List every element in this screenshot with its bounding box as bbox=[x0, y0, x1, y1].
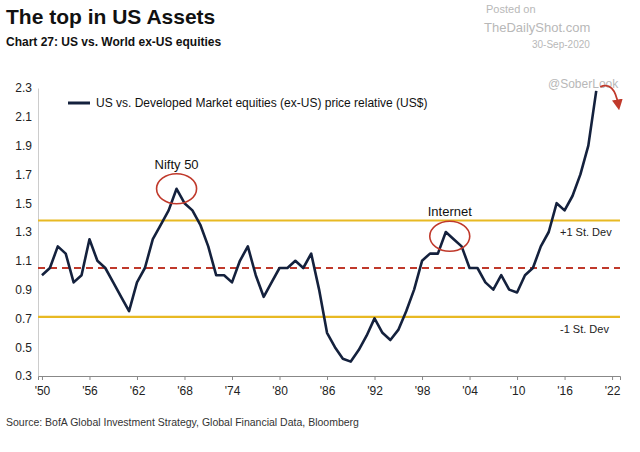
x-tick: '56 bbox=[82, 376, 98, 398]
x-tick: '16 bbox=[557, 376, 573, 398]
x-tick-label: '56 bbox=[82, 384, 98, 398]
annotations: Nifty 50 Internet +1 St. Dev -1 St. Dev bbox=[155, 157, 613, 335]
reference-label: +1 St. Dev bbox=[560, 226, 612, 238]
reference-label: -1 St. Dev bbox=[560, 323, 609, 335]
x-tick: '62 bbox=[130, 376, 146, 398]
x-tick-label: '04 bbox=[462, 384, 478, 398]
x-tick: '80 bbox=[272, 376, 288, 398]
annotation-label: Internet bbox=[428, 204, 472, 219]
x-axis-line bbox=[39, 377, 621, 381]
x-axis: '50 '56 '62 '68 '74 '80 '86 '92 '98 '04 '10 '16 '22 bbox=[35, 376, 621, 398]
x-tick-mark bbox=[184, 376, 185, 380]
x-tick: '22 bbox=[605, 376, 621, 398]
annotation-ellipse bbox=[430, 221, 470, 251]
y-tick-label: 1.1 bbox=[15, 254, 32, 268]
x-tick-label: '16 bbox=[557, 384, 573, 398]
y-tick: 0.3 bbox=[15, 369, 38, 383]
y-tick-label: 0.7 bbox=[15, 312, 32, 326]
x-tick: '50 bbox=[35, 376, 51, 398]
x-tick-mark bbox=[517, 376, 518, 380]
y-tick: 1.1 bbox=[15, 254, 38, 268]
x-tick: '98 bbox=[415, 376, 431, 398]
arrow bbox=[600, 86, 618, 105]
y-tick-label: 0.5 bbox=[15, 341, 32, 355]
x-tick-mark bbox=[280, 376, 281, 380]
reference-line bbox=[38, 219, 620, 221]
x-tick-mark bbox=[137, 376, 138, 380]
source: Source: BofA Global Investment Strategy,… bbox=[6, 416, 359, 428]
y-axis: 0.3 0.5 0.7 0.9 1.1 1.3 1.5 1.7 1.9 2.1 2.3 bbox=[15, 81, 38, 383]
x-tick-label: '80 bbox=[272, 384, 288, 398]
y-tick: 0.7 bbox=[15, 312, 38, 326]
plot-area bbox=[38, 91, 620, 362]
x-tick-mark bbox=[42, 376, 43, 380]
y-tick-label: 0.3 bbox=[15, 369, 32, 383]
x-tick-mark bbox=[470, 376, 471, 380]
watermark: TheDailyShot.com bbox=[484, 20, 590, 35]
x-tick-label: '68 bbox=[177, 384, 193, 398]
x-tick-label: '98 bbox=[415, 384, 431, 398]
watermark: @SoberLook bbox=[548, 77, 619, 91]
x-tick-label: '62 bbox=[130, 384, 146, 398]
x-tick-label: '10 bbox=[510, 384, 526, 398]
y-tick-label: 1.9 bbox=[15, 139, 32, 153]
x-tick-mark bbox=[565, 376, 566, 380]
annotation-ellipse bbox=[157, 174, 197, 204]
x-tick: '86 bbox=[320, 376, 336, 398]
x-tick: '68 bbox=[177, 376, 193, 398]
x-tick-mark bbox=[89, 376, 90, 380]
y-tick-label: 2.3 bbox=[15, 81, 32, 95]
watermark: 30-Sep-2020 bbox=[532, 39, 590, 50]
x-tick-label: '50 bbox=[35, 384, 51, 398]
x-tick-label: '92 bbox=[367, 384, 383, 398]
y-tick-label: 1.7 bbox=[15, 168, 32, 182]
reference-line bbox=[38, 316, 620, 318]
x-tick: '92 bbox=[367, 376, 383, 398]
x-tick: '04 bbox=[462, 376, 478, 398]
legend-swatch bbox=[68, 102, 90, 105]
subtitle: Chart 27: US vs. World ex-US equities bbox=[6, 35, 221, 49]
x-tick-mark bbox=[327, 376, 328, 380]
y-tick-label: 1.5 bbox=[15, 197, 32, 211]
annotation-label: Nifty 50 bbox=[155, 157, 199, 172]
legend-label: US vs. Developed Market equities (ex-US)… bbox=[96, 96, 427, 110]
x-tick-label: '22 bbox=[605, 384, 621, 398]
watermark: Posted on bbox=[486, 3, 536, 15]
chart: The top in US Assets Chart 27: US vs. Wor… bbox=[0, 0, 640, 452]
x-tick-label: '86 bbox=[320, 384, 336, 398]
x-tick: '74 bbox=[225, 376, 241, 398]
x-tick-mark bbox=[375, 376, 376, 380]
y-tick-label: 2.1 bbox=[15, 110, 32, 124]
x-tick-mark bbox=[232, 376, 233, 380]
y-tick: 2.1 bbox=[15, 110, 38, 124]
x-tick-label: '74 bbox=[225, 384, 241, 398]
x-tick: '10 bbox=[510, 376, 526, 398]
x-tick-mark bbox=[422, 376, 423, 380]
series-line bbox=[42, 91, 596, 362]
y-tick: 1.5 bbox=[15, 197, 38, 211]
y-axis-line bbox=[38, 89, 39, 377]
y-tick-label: 0.9 bbox=[15, 283, 32, 297]
y-tick: 2.3 bbox=[15, 81, 38, 95]
y-tick: 1.7 bbox=[15, 168, 38, 182]
title: The top in US Assets bbox=[6, 5, 215, 28]
y-tick-label: 1.3 bbox=[15, 225, 32, 239]
y-tick: 0.5 bbox=[15, 341, 38, 355]
legend: US vs. Developed Market equities (ex-US)… bbox=[68, 96, 427, 110]
y-tick: 1.9 bbox=[15, 139, 38, 153]
y-tick: 0.9 bbox=[15, 283, 38, 297]
x-tick-mark bbox=[612, 376, 613, 380]
y-tick: 1.3 bbox=[15, 225, 38, 239]
